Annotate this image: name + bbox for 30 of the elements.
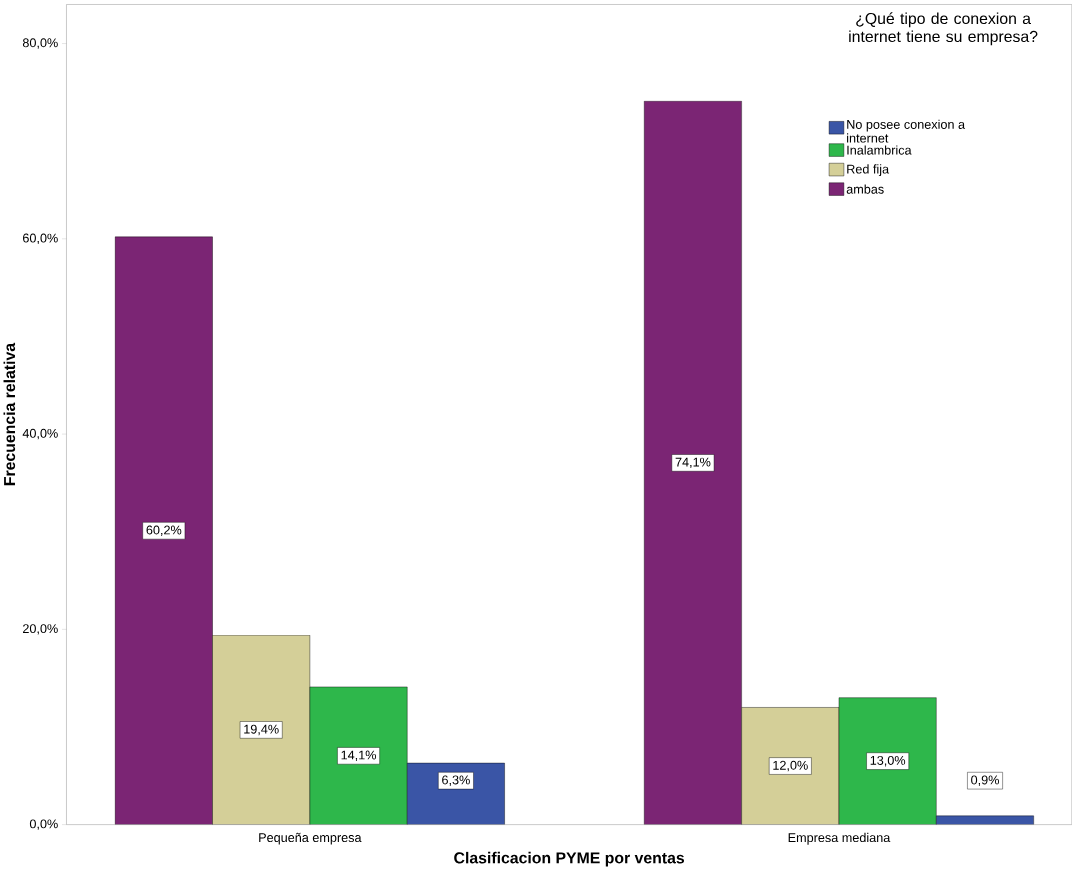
bar [212,634,311,825]
legend-title: ¿Qué tipo de conexion a internet tiene su empresa? [849,12,1038,46]
y-tick-label: 40,0% [22,428,58,440]
y-tick-label: 20,0% [23,624,58,635]
legend-label: ambas [846,184,884,194]
bar [741,707,840,825]
y-axis-title: Frecuencia relativa [3,342,16,486]
data-label: 74,1% [675,457,711,469]
legend-label: No posee conexion a internet [847,119,966,143]
y-tick-label: 60,0% [23,233,58,244]
y-tick-label: 0,0% [29,819,58,830]
bar [644,100,742,825]
data-label: 6,3% [442,775,470,786]
x-tick-label: Empresa mediana [788,832,891,845]
bar [114,236,213,825]
x-axis-title: Clasificacion PYME por ventas [454,851,685,867]
y-tick-label: 80,0% [22,38,58,49]
data-label: 19,4% [244,724,279,736]
data-label: 13,0% [870,755,906,767]
bar [407,762,505,825]
data-label: 14,1% [341,750,377,761]
bar [838,697,937,825]
x-tick-label: Pequeña empresa [259,832,362,845]
bar [309,686,408,825]
legend-label: Inalambrica [847,145,912,155]
data-label: 12,0% [773,760,808,772]
legend-label: Red fija [847,164,890,177]
bar [936,815,1034,825]
data-label: 0,9% [971,775,999,786]
data-label: 60,2% [146,525,182,536]
